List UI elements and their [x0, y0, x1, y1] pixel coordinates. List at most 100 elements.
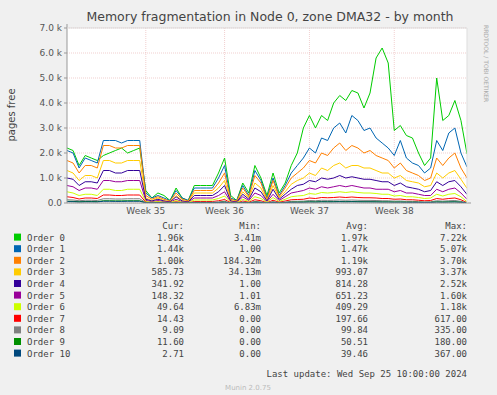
series-line [67, 161, 467, 202]
legend-stat: 3.70k [440, 256, 468, 266]
legend-header: Min: [239, 221, 261, 231]
legend-label: Order 9 [27, 337, 65, 347]
legend-stat: 0.00 [239, 337, 261, 347]
legend-swatch [14, 315, 21, 322]
legend-swatch [14, 280, 21, 287]
grid-line [67, 78, 467, 79]
x-tick-label: Week 38 [375, 206, 414, 216]
legend-stat: 1.97k [341, 233, 369, 243]
y-tick-label: 5.0 k [40, 73, 63, 83]
legend-stat: 5.07k [440, 244, 468, 254]
legend-swatch [14, 257, 21, 264]
legend-label: Order 3 [27, 267, 65, 277]
legend-label: Order 0 [27, 233, 65, 243]
series-line [67, 189, 467, 202]
series-line [67, 116, 467, 201]
legend-swatch [14, 326, 21, 333]
legend-stat: 0.00 [239, 314, 261, 324]
legend-stat: 341.92 [151, 279, 184, 289]
legend-stat: 49.64 [157, 302, 184, 312]
y-tick-label: 7.0 k [40, 23, 63, 33]
legend-stat: 1.00 [239, 244, 261, 254]
series-line [67, 48, 467, 201]
legend-stat: 1.60k [440, 291, 468, 301]
legend-stat: 50.51 [341, 337, 368, 347]
legend-swatch [14, 350, 21, 357]
series-line [67, 171, 467, 203]
plot-area [67, 28, 467, 203]
legend-stat: 617.00 [434, 314, 467, 324]
legend-stat: 1.00k [157, 256, 185, 266]
y-tick-label: 0.0 [48, 198, 63, 208]
legend-label: Order 5 [27, 291, 65, 301]
x-tick-label: Week 35 [126, 206, 165, 216]
title: Memory fragmentation in Node 0, zone DMA… [86, 9, 453, 24]
legend-header: Max: [445, 221, 467, 231]
legend-stat: 1.96k [157, 233, 185, 243]
legend-header: Avg: [346, 221, 368, 231]
legend-stat: 1.19k [341, 256, 369, 266]
footer: Munin 2.0.75 [225, 384, 271, 392]
legend-stat: 197.66 [335, 314, 368, 324]
grid-line [67, 103, 467, 104]
y-tick-label: 1.0 k [40, 173, 63, 183]
chart: 0.01.0 k2.0 k3.0 k4.0 k5.0 k6.0 k7.0 kWe… [0, 0, 497, 395]
legend-stat: 1.44k [157, 244, 185, 254]
legend-stat: 1.00 [239, 279, 261, 289]
legend-stat: 180.00 [434, 337, 467, 347]
legend-header: Cur: [162, 221, 184, 231]
series-line [67, 199, 467, 203]
x-axis [67, 203, 471, 204]
legend-label: Order 7 [27, 314, 65, 324]
plot-frame [67, 28, 467, 29]
legend-stat: 6.83m [234, 302, 261, 312]
legend-swatch [14, 245, 21, 252]
legend-swatch [14, 303, 21, 310]
series-line [67, 181, 467, 203]
grid-line [67, 28, 467, 29]
legend-label: Order 8 [27, 325, 65, 335]
series-group [67, 48, 467, 203]
legend-swatch [14, 234, 21, 241]
legend-stat: 99.84 [341, 325, 368, 335]
grid-line [394, 28, 395, 203]
grid-line [67, 53, 467, 54]
legend-swatch [14, 268, 21, 275]
legend-stat: 9.09 [162, 325, 184, 335]
legend-stat: 651.23 [335, 291, 368, 301]
grid-line [224, 28, 225, 203]
legend-stat: 184.32m [223, 256, 261, 266]
legend-stat: 3.41m [234, 233, 261, 243]
legend-stat: 14.43 [157, 314, 184, 324]
background [0, 0, 497, 395]
legend-stat: 1.18k [440, 302, 468, 312]
last-update: Last update: Wed Sep 25 10:00:00 2024 [267, 369, 467, 379]
legend-stat: 7.22k [440, 233, 468, 243]
legend-stat: 335.00 [434, 325, 467, 335]
legend-stat: 3.37k [440, 267, 468, 277]
legend-stat: 1.01 [239, 291, 261, 301]
legend-stat: 39.46 [341, 349, 368, 359]
grid-line [67, 128, 467, 129]
legend-label: Order 4 [27, 279, 65, 289]
legend-stat: 409.29 [335, 302, 368, 312]
series-line [67, 143, 467, 201]
y-axis-label: pages free [6, 88, 17, 141]
x-tick-label: Week 37 [290, 206, 329, 216]
credit: RRDTOOL / TOBI OETIKER [483, 25, 490, 102]
x-tick-label: Week 36 [205, 206, 244, 216]
legend-stat: 2.71 [162, 349, 184, 359]
y-tick-label: 2.0 k [40, 148, 63, 158]
legend-stat: 2.52k [440, 279, 468, 289]
legend-stat: 367.00 [434, 349, 467, 359]
y-axis [67, 24, 68, 203]
grid-line [145, 28, 146, 203]
legend-stat: 814.28 [335, 279, 368, 289]
legend-stat: 0.00 [239, 325, 261, 335]
legend-stat: 148.32 [151, 291, 184, 301]
legend-stat: 1.47k [341, 244, 369, 254]
legend-label: Order 2 [27, 256, 65, 266]
legend-label: Order 10 [27, 349, 70, 359]
grid-line [67, 178, 467, 179]
legend-stat: 34.13m [228, 267, 261, 277]
